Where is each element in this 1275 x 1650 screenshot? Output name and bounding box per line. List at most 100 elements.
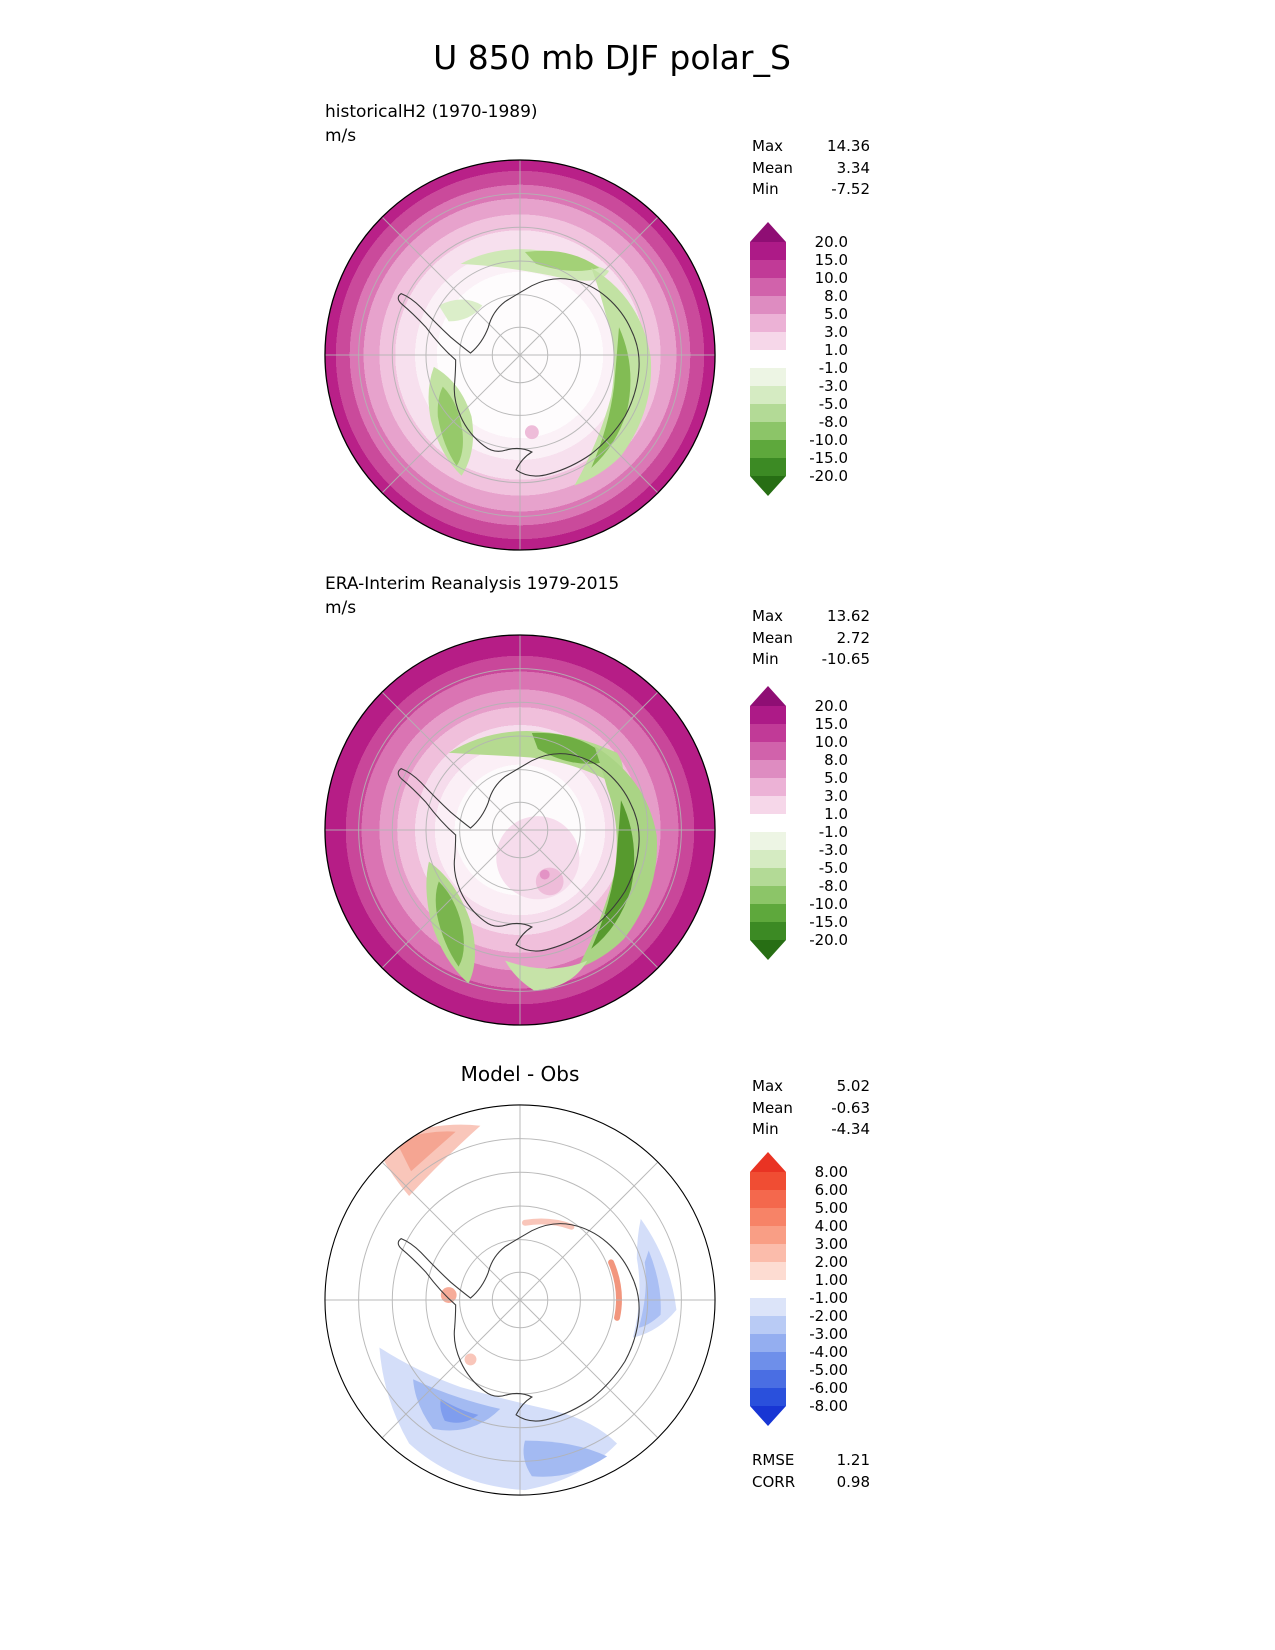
colorbar-tick-label: 3.0 — [824, 787, 848, 805]
panel1-units: m/s — [325, 126, 357, 146]
stat-value: -0.63 — [831, 1098, 870, 1117]
colorbar-segment — [750, 922, 786, 940]
stat-label: Max — [752, 137, 784, 155]
stat-value: -10.65 — [821, 650, 870, 668]
stat-label: CORR — [752, 1472, 796, 1491]
difference-metrics: RMSE 1.21 CORR 0.98 — [752, 1450, 870, 1493]
colorbar-segment — [750, 1172, 786, 1190]
map-era-interim-reanalysis — [324, 634, 716, 1026]
colorbar-top-arrow — [750, 222, 786, 242]
antarctica-coastline — [397, 278, 640, 477]
colorbar-tick-label: -5.0 — [818, 859, 848, 877]
colorbar-top-arrow — [750, 1152, 786, 1172]
colorbar-bottom-arrow — [750, 476, 786, 496]
colorbar-segment — [750, 1262, 786, 1280]
stat-label: Min — [752, 1120, 779, 1138]
colorbar-tick-label: 15.0 — [814, 251, 848, 269]
colorbar-segment — [750, 314, 786, 332]
panel3-stats: Max 5.02 Mean -0.63 Min -4.34 — [752, 1076, 870, 1141]
colorbar-tick-label: 8.0 — [824, 751, 848, 769]
stat-label: Mean — [752, 158, 793, 177]
colorbar-segment — [750, 440, 786, 458]
colorbar-segment — [750, 1316, 786, 1334]
colorbar-segment — [750, 724, 786, 742]
colorbar-tick-label: 20.0 — [814, 697, 848, 715]
map-model-minus-obs — [324, 1104, 716, 1496]
colorbar-tick-label: -1.0 — [818, 359, 848, 377]
stat-row: CORR 0.98 — [752, 1472, 870, 1494]
graticule — [324, 634, 716, 1026]
stat-value: 13.62 — [827, 607, 870, 625]
stat-label: Min — [752, 180, 779, 198]
colorbar-segment — [750, 278, 786, 296]
panel1-stats: Max 14.36 Mean 3.34 Min -7.52 — [752, 136, 870, 201]
colorbar-tick-label: -20.0 — [809, 931, 848, 949]
colorbar-tick-label: 3.00 — [814, 1235, 848, 1253]
panel1-colorbar: 20.0 15.0 10.0 8.0 5.0 3.0 1.0 -1.0 -3.0 -5.0 -8.0… — [750, 222, 848, 496]
stat-row: Mean 2.72 — [752, 628, 870, 650]
colorbar-segment — [750, 778, 786, 796]
stat-label: Mean — [752, 1098, 793, 1117]
stat-label: Min — [752, 650, 779, 668]
colorbar-segment — [750, 904, 786, 922]
map-boundary — [324, 159, 716, 551]
colorbar-segment — [750, 1190, 786, 1208]
colorbar-segment — [750, 1244, 786, 1262]
colorbar-segment — [750, 760, 786, 778]
colorbar-segment — [750, 706, 786, 724]
polar-westerly-patch — [496, 816, 580, 900]
colorbar-segment — [750, 886, 786, 904]
colorbar-tick-label: -3.00 — [809, 1325, 848, 1343]
colorbar-tick-label: -8.0 — [818, 413, 848, 431]
antarctica-coastline — [397, 1223, 640, 1422]
colorbar-segment — [750, 1208, 786, 1226]
colorbar-bottom-arrow — [750, 1406, 786, 1426]
colorbar-tick-label: -15.0 — [809, 449, 848, 467]
colorbar-tick-label: -5.00 — [809, 1361, 848, 1379]
antarctica-coastline — [397, 753, 640, 952]
colorbar-tick-label: -15.0 — [809, 913, 848, 931]
colorbar-tick-label: 1.0 — [824, 805, 848, 823]
colorbar-tick-label: 10.0 — [814, 733, 848, 751]
colorbar-tick-label: 20.0 — [814, 233, 848, 251]
colorbar-segment — [750, 1280, 786, 1298]
panel2-title: ERA-Interim Reanalysis 1979-2015 — [325, 574, 620, 594]
colorbar-tick-label: -6.00 — [809, 1379, 848, 1397]
colorbar-segment — [750, 1352, 786, 1370]
panel1-title: historicalH2 (1970-1989) — [325, 102, 538, 122]
colorbar-tick-label: -5.0 — [818, 395, 848, 413]
colorbar-tick-label: 5.0 — [824, 769, 848, 787]
stat-value: 1.21 — [836, 1451, 870, 1469]
colorbar-segment — [750, 332, 786, 350]
colorbar-tick-label: 10.0 — [814, 269, 848, 287]
graticule — [324, 1104, 716, 1496]
panel2-colorbar: 20.0 15.0 10.0 8.0 5.0 3.0 1.0 -1.0 -3.0 -5.0 -8.0… — [750, 686, 848, 960]
colorbar-segment — [750, 796, 786, 814]
colorbar-tick-label: 3.0 — [824, 323, 848, 341]
colorbar-tick-label: 4.00 — [814, 1217, 848, 1235]
stat-value: -4.34 — [831, 1120, 870, 1138]
stat-label: Max — [752, 607, 784, 625]
stat-row: Max 5.02 — [752, 1076, 870, 1098]
colorbar-segment — [750, 368, 786, 386]
easterly-wind-regions — [428, 249, 652, 486]
stat-value: 0.98 — [836, 1472, 870, 1491]
map-boundary — [324, 634, 716, 1026]
panel2-units: m/s — [325, 598, 357, 618]
colorbar-segment — [750, 832, 786, 850]
colorbar-tick-label: 5.00 — [814, 1199, 848, 1217]
stat-row: Min -7.52 — [752, 179, 870, 201]
colorbar-segment — [750, 1226, 786, 1244]
colorbar-segment — [750, 742, 786, 760]
panel2-stats: Max 13.62 Mean 2.72 Min -10.65 — [752, 606, 870, 671]
colorbar-segment — [750, 386, 786, 404]
colorbar-segment — [750, 350, 786, 368]
stat-row: Max 14.36 — [752, 136, 870, 158]
colorbar-segment — [750, 1334, 786, 1352]
stat-row: Max 13.62 — [752, 606, 870, 628]
colorbar-segment — [750, 1298, 786, 1316]
colorbar-tick-label: -10.0 — [809, 431, 848, 449]
colorbar-tick-label: -2.00 — [809, 1307, 848, 1325]
colorbar-segment — [750, 814, 786, 832]
